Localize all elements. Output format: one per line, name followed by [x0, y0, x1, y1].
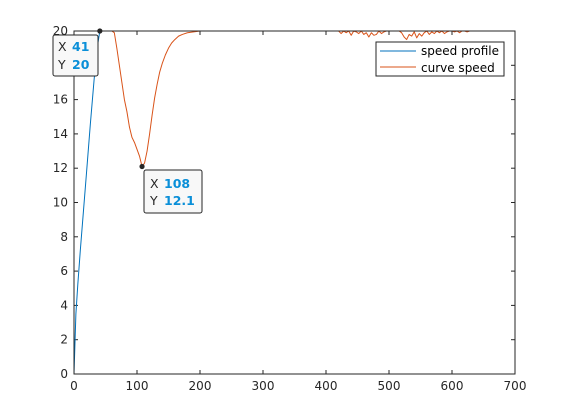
x-tick-label: 300: [252, 379, 275, 393]
datatip-2-x-key: X: [150, 176, 159, 191]
x-tick-label: 100: [126, 379, 149, 393]
axis-ticks: 010020030040050060070002468101214161820: [53, 24, 527, 393]
y-tick-label: 6: [60, 264, 68, 278]
datatip-1[interactable]: X 41 Y 20: [52, 28, 103, 77]
legend-box: [375, 41, 505, 77]
x-tick-label: 700: [504, 379, 527, 393]
datatip-1-x-value: 41: [72, 39, 89, 54]
datatip-1-marker: [97, 28, 103, 34]
legend[interactable]: speed profile curve speed: [375, 41, 505, 77]
datatip-1-y-value: 20: [72, 57, 90, 72]
legend-label-curve-speed: curve speed: [421, 61, 495, 75]
datatip-2-marker: [139, 163, 145, 170]
datatip-2[interactable]: X 108 Y 12.1: [139, 163, 203, 214]
y-tick-label: 2: [60, 333, 68, 347]
datatip-1-box: [52, 34, 99, 77]
datatip-2-box: [143, 169, 203, 214]
x-tick-label: 500: [378, 379, 401, 393]
datatip-2-x-value: 108: [164, 176, 190, 191]
datatip-1-x-key: X: [58, 39, 67, 54]
y-tick-label: 14: [53, 127, 68, 141]
y-tick-label: 12: [53, 161, 68, 175]
datatip-2-y-value: 12.1: [164, 193, 195, 208]
y-tick-label: 10: [53, 196, 68, 210]
x-tick-label: 600: [441, 379, 464, 393]
y-tick-label: 0: [60, 367, 68, 381]
y-tick-label: 16: [53, 93, 68, 107]
datatip-1-y-key: Y: [57, 57, 66, 72]
x-tick-label: 200: [189, 379, 212, 393]
y-tick-label: 4: [60, 298, 68, 312]
datatip-2-y-key: Y: [149, 193, 158, 208]
axes-background: [74, 31, 515, 374]
y-tick-label: 8: [60, 230, 68, 244]
x-tick-label: 400: [315, 379, 338, 393]
legend-label-speed-profile: speed profile: [421, 44, 499, 58]
axes-box: [73, 30, 516, 375]
x-tick-label: 0: [70, 379, 78, 393]
